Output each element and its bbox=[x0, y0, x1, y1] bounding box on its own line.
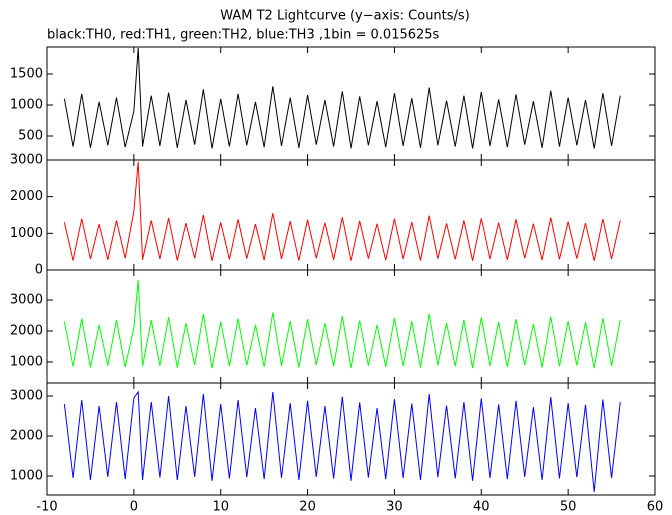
y-tick-label: 1000 bbox=[10, 97, 43, 112]
chart-title: WAM T2 Lightcurve (y−axis: Counts/s) bbox=[220, 9, 470, 24]
y-tick-label: 2000 bbox=[10, 189, 43, 204]
y-tick-label: 2000 bbox=[10, 429, 43, 444]
x-tick-label: 40 bbox=[473, 500, 490, 515]
series-line bbox=[63, 390, 621, 493]
series-line bbox=[63, 279, 621, 369]
y-tick-label: 3000 bbox=[10, 293, 43, 308]
x-tick-label: 20 bbox=[299, 500, 316, 515]
y-tick-label: 1000 bbox=[10, 469, 43, 484]
x-tick-label: 30 bbox=[386, 500, 403, 515]
y-tick-label: 500 bbox=[18, 128, 43, 143]
y-tick-label: 3000 bbox=[10, 389, 43, 404]
y-tick-label: 3000 bbox=[10, 153, 43, 168]
panel-frame bbox=[46, 46, 656, 161]
panel-frame bbox=[46, 382, 656, 496]
y-tick-label: 0 bbox=[35, 263, 43, 278]
series-line bbox=[63, 161, 621, 261]
y-tick-label: 1000 bbox=[10, 354, 43, 369]
x-tick-label: 50 bbox=[560, 500, 577, 515]
y-tick-label: 2000 bbox=[10, 323, 43, 338]
x-tick-label: 0 bbox=[130, 500, 138, 515]
x-tick-label: -10 bbox=[36, 500, 57, 515]
x-tick-label: 10 bbox=[212, 500, 229, 515]
y-tick-label: 1500 bbox=[10, 66, 43, 81]
chart-subtitle: black:TH0, red:TH1, green:TH2, blue:TH3 … bbox=[47, 28, 440, 43]
x-tick-label: 60 bbox=[647, 500, 664, 515]
y-tick-label: 1000 bbox=[10, 226, 43, 241]
series-line bbox=[63, 47, 621, 149]
panel-frame bbox=[46, 159, 656, 271]
